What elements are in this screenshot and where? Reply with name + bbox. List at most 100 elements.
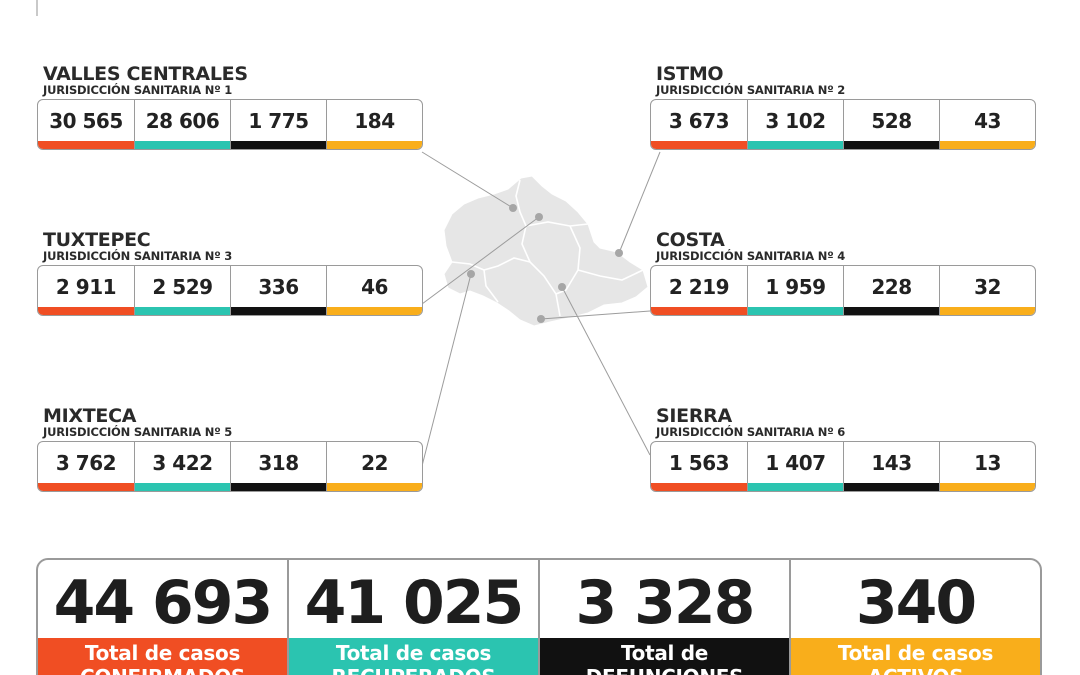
total-recovered: 41 025 Total de casos RECUPERADOS: [287, 560, 538, 675]
label-line1: Total de: [620, 641, 709, 665]
jurisdiction-label: JURISDICCIÓN SANITARIA Nº 2: [656, 83, 846, 97]
confirmed-cell: 2 911: [38, 266, 134, 315]
deaths-cell: 528: [843, 100, 939, 149]
confirmed-bar: [651, 483, 747, 491]
confirmed-bar: [38, 307, 134, 315]
recovered-value: 1 959: [765, 274, 826, 299]
active-cell: 13: [939, 442, 1035, 491]
region-borders: [451, 179, 644, 317]
active-value: 22: [361, 450, 388, 475]
confirmed-cell: 1 563: [651, 442, 747, 491]
jurisdiction-label: JURISDICCIÓN SANITARIA Nº 3: [43, 249, 233, 263]
active-value: 46: [361, 274, 388, 299]
recovered-bar: [748, 307, 843, 315]
confirmed-bar: [38, 141, 134, 149]
recovered-value: 28 606: [145, 108, 220, 133]
region-istmo: ISTMO JURISDICCIÓN SANITARIA Nº 2 3 673 …: [650, 64, 1036, 150]
stats-row: 2 911 2 529 336 46: [37, 265, 423, 316]
stats-row: 3 762 3 422 318 22: [37, 441, 423, 492]
active-cell: 46: [326, 266, 422, 315]
region-name: SIERRA: [656, 405, 732, 427]
stats-row: 3 673 3 102 528 43: [650, 99, 1036, 150]
deaths-bar: [844, 307, 939, 315]
recovered-cell: 28 606: [134, 100, 230, 149]
total-recovered-value: 41 025: [304, 568, 525, 638]
region-name: TUXTEPEC: [43, 229, 151, 251]
deaths-value: 318: [258, 450, 299, 475]
confirmed-value: 2 219: [668, 274, 730, 299]
region-name: ISTMO: [656, 63, 724, 85]
deaths-value: 528: [871, 108, 912, 133]
region-name: MIXTECA: [43, 405, 137, 427]
deaths-cell: 1 775: [230, 100, 326, 149]
jurisdiction-label: JURISDICCIÓN SANITARIA Nº 4: [656, 249, 846, 263]
recovered-bar: [135, 307, 230, 315]
recovered-bar: [748, 141, 843, 149]
recovered-bar: [135, 141, 230, 149]
total-deaths: 3 328 Total de DEFUNCIONES: [538, 560, 789, 675]
confirmed-value: 3 673: [668, 108, 730, 133]
deaths-cell: 228: [843, 266, 939, 315]
region-markers: [467, 204, 623, 323]
total-deaths-label: Total de DEFUNCIONES: [540, 638, 789, 675]
recovered-value: 3 102: [765, 108, 826, 133]
deaths-cell: 318: [230, 442, 326, 491]
active-bar: [940, 307, 1035, 315]
total-confirmed-label: Total de casos CONFIRMADOS: [38, 638, 287, 675]
active-value: 13: [974, 450, 1001, 475]
deaths-bar: [844, 141, 939, 149]
region-name: VALLES CENTRALES: [43, 63, 248, 85]
label-line2: DEFUNCIONES: [540, 665, 789, 675]
total-confirmed: 44 693 Total de casos CONFIRMADOS: [38, 560, 287, 675]
region-tuxtepec: TUXTEPEC JURISDICCIÓN SANITARIA Nº 3 2 9…: [37, 230, 423, 316]
jurisdiction-label: JURISDICCIÓN SANITARIA Nº 1: [43, 83, 233, 97]
recovered-bar: [135, 483, 230, 491]
label-line2: ACTIVOS: [791, 665, 1040, 675]
active-bar: [327, 483, 422, 491]
total-confirmed-value: 44 693: [53, 568, 274, 638]
deaths-value: 228: [871, 274, 912, 299]
label-line1: Total de casos: [84, 641, 241, 665]
confirmed-bar: [38, 483, 134, 491]
deaths-bar: [844, 483, 939, 491]
region-sierra: SIERRA JURISDICCIÓN SANITARIA Nº 6 1 563…: [650, 406, 1036, 492]
deaths-value: 143: [871, 450, 912, 475]
confirmed-cell: 3 762: [38, 442, 134, 491]
stats-row: 1 563 1 407 143 13: [650, 441, 1036, 492]
label-line2: RECUPERADOS: [289, 665, 538, 675]
confirmed-cell: 2 219: [651, 266, 747, 315]
deaths-bar: [231, 141, 326, 149]
label-line1: Total de casos: [335, 641, 492, 665]
recovered-cell: 1 959: [747, 266, 843, 315]
totals-panel: 44 693 Total de casos CONFIRMADOS 41 025…: [36, 558, 1042, 675]
recovered-cell: 3 102: [747, 100, 843, 149]
deaths-bar: [231, 483, 326, 491]
jurisdiction-label: JURISDICCIÓN SANITARIA Nº 6: [656, 425, 846, 439]
confirmed-value: 3 762: [55, 450, 117, 475]
jurisdiction-label: JURISDICCIÓN SANITARIA Nº 5: [43, 425, 233, 439]
recovered-bar: [748, 483, 843, 491]
recovered-value: 1 407: [765, 450, 826, 475]
total-deaths-value: 3 328: [575, 568, 756, 638]
label-line2: CONFIRMADOS: [38, 665, 287, 675]
deaths-value: 336: [258, 274, 299, 299]
total-active-value: 340: [855, 568, 977, 638]
source-note: Fuente: Plataforma SISVER: [36, 0, 250, 16]
confirmed-value: 2 911: [55, 274, 117, 299]
leader-lines: [421, 151, 661, 467]
recovered-value: 3 422: [152, 450, 213, 475]
recovered-cell: 1 407: [747, 442, 843, 491]
active-cell: 43: [939, 100, 1035, 149]
confirmed-cell: 3 673: [651, 100, 747, 149]
active-cell: 32: [939, 266, 1035, 315]
region-costa: COSTA JURISDICCIÓN SANITARIA Nº 4 2 219 …: [650, 230, 1036, 316]
active-bar: [940, 141, 1035, 149]
active-bar: [327, 141, 422, 149]
total-recovered-label: Total de casos RECUPERADOS: [289, 638, 538, 675]
deaths-cell: 143: [843, 442, 939, 491]
deaths-cell: 336: [230, 266, 326, 315]
active-value: 32: [974, 274, 1001, 299]
region-mixteca: MIXTECA JURISDICCIÓN SANITARIA Nº 5 3 76…: [37, 406, 423, 492]
confirmed-cell: 30 565: [38, 100, 134, 149]
stats-row: 2 219 1 959 228 32: [650, 265, 1036, 316]
